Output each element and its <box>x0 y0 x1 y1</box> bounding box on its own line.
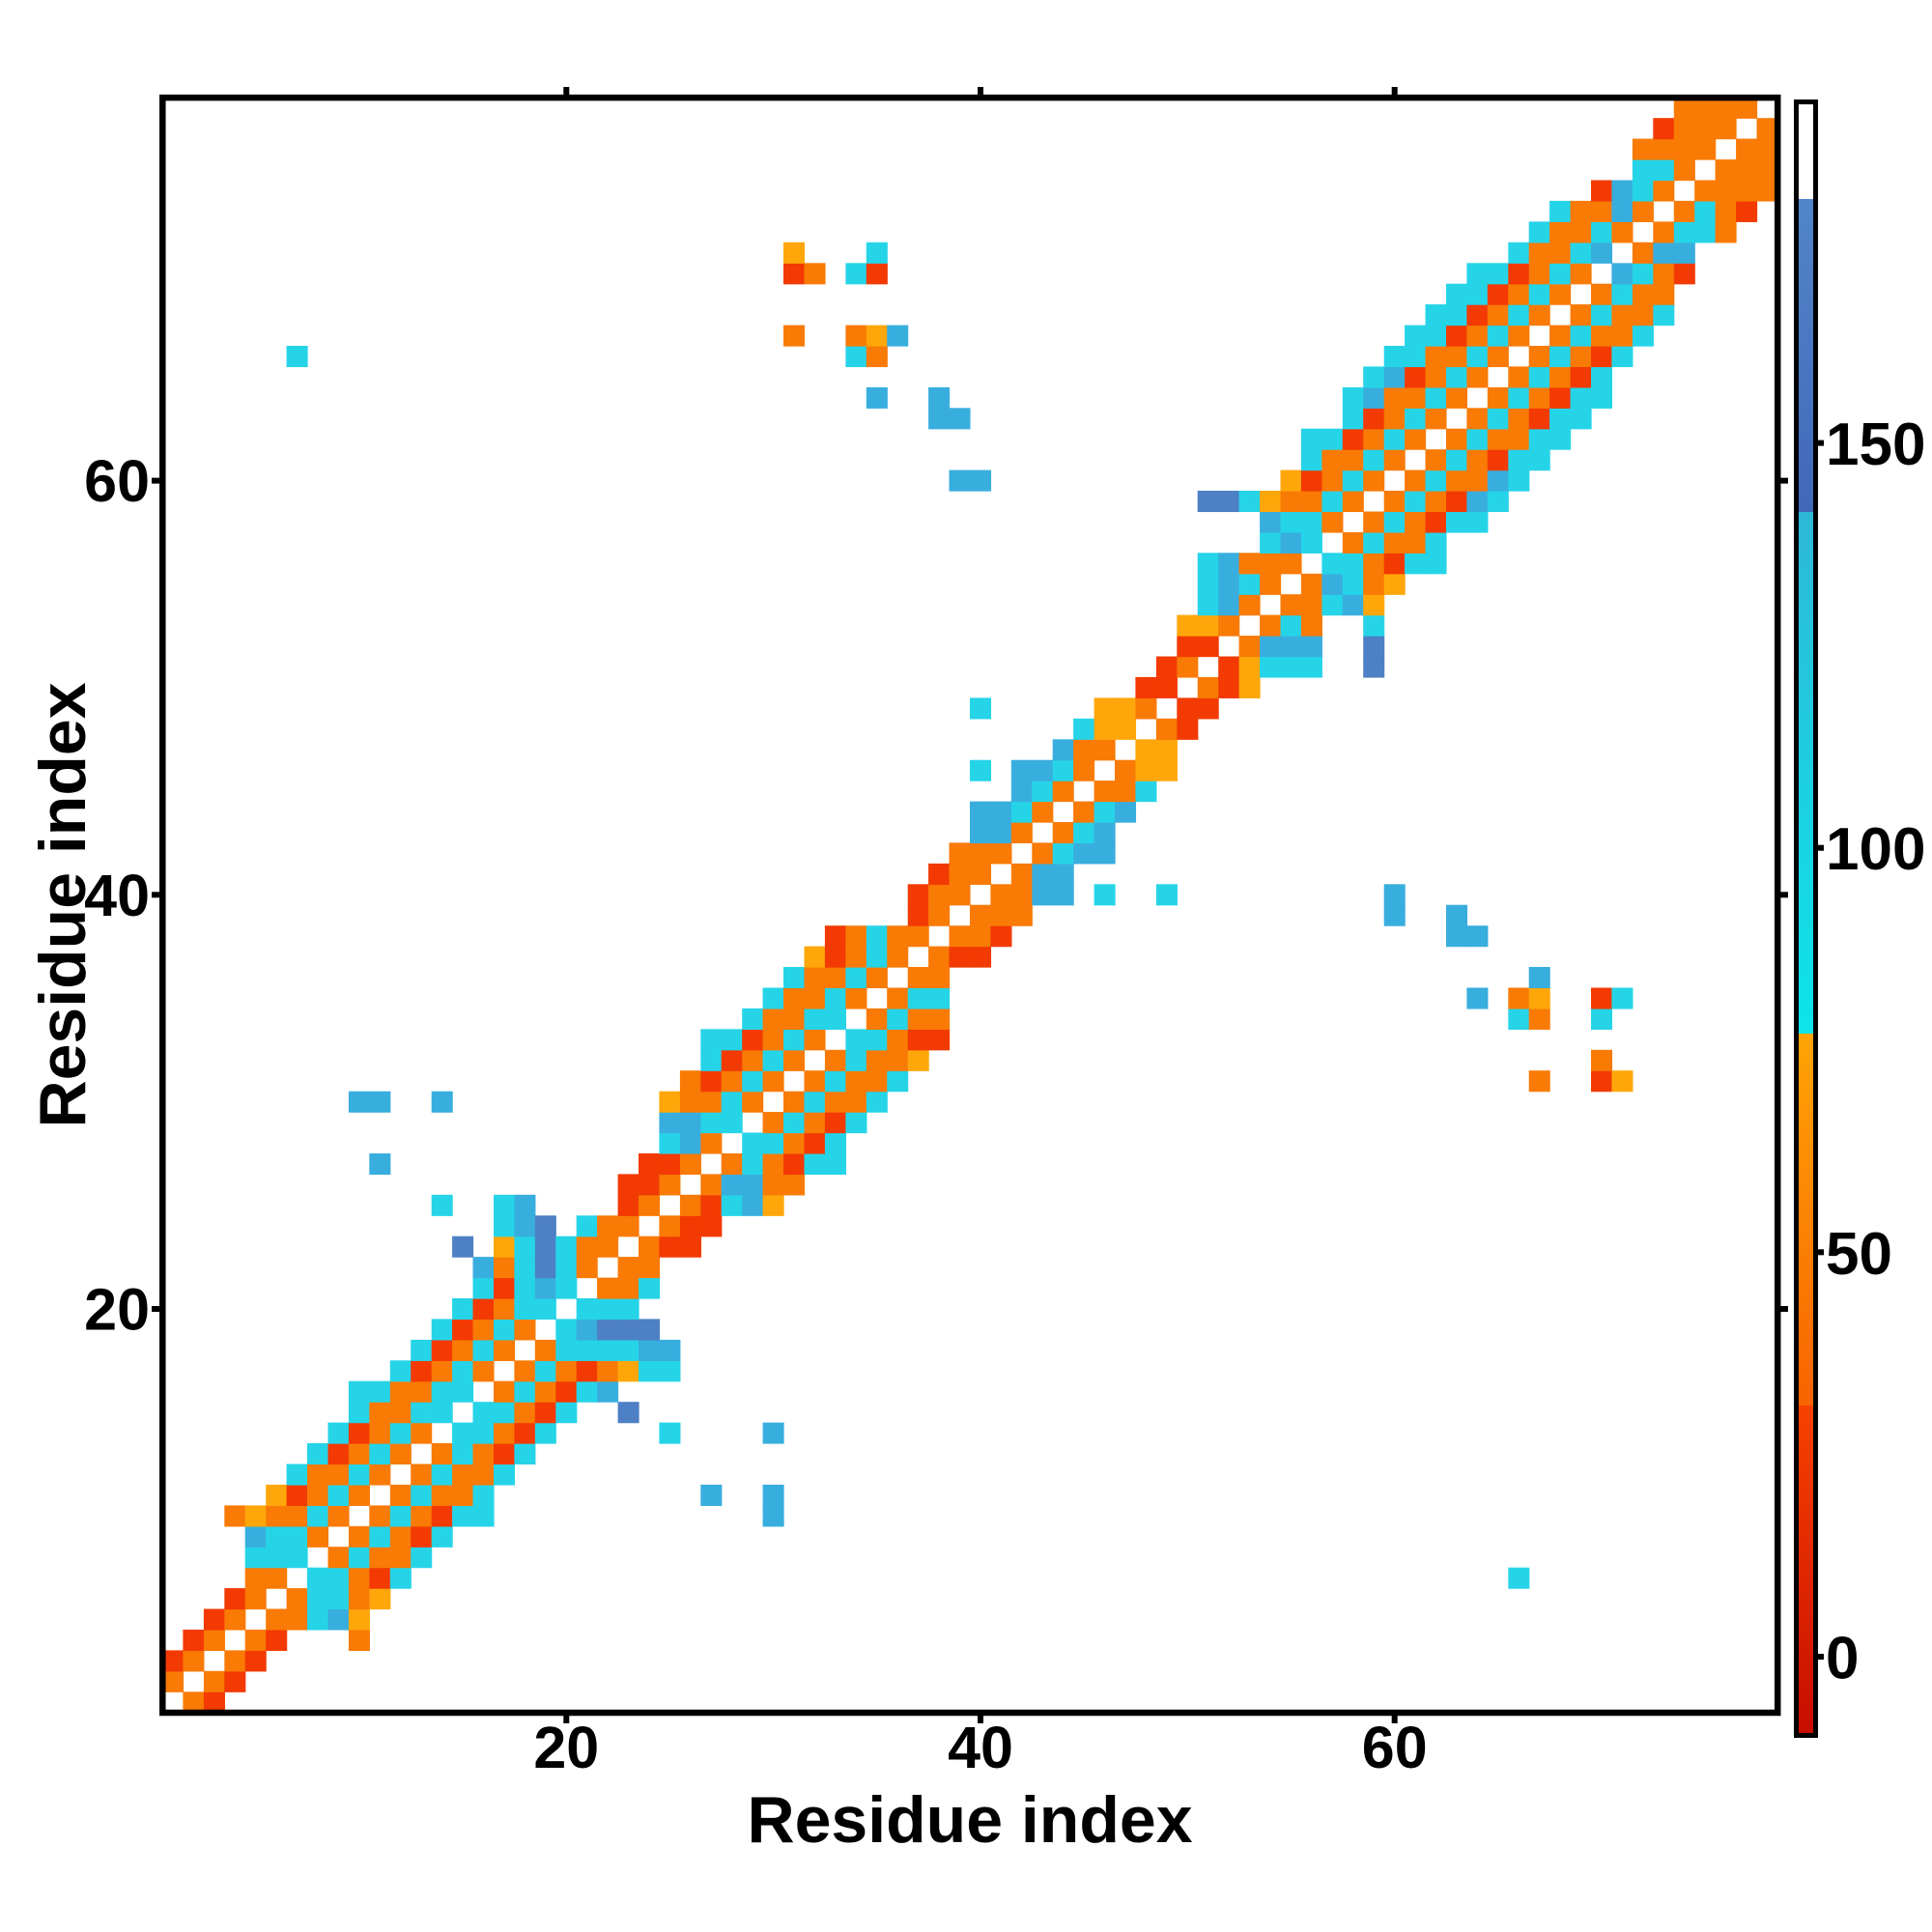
svg-text:20: 20 <box>84 1277 150 1343</box>
svg-text:100: 100 <box>1826 816 1925 883</box>
svg-text:40: 40 <box>948 1715 1013 1780</box>
svg-text:0: 0 <box>1826 1626 1859 1692</box>
svg-text:20: 20 <box>533 1715 599 1780</box>
svg-text:40: 40 <box>84 863 150 928</box>
svg-text:50: 50 <box>1826 1221 1892 1288</box>
svg-text:150: 150 <box>1826 412 1925 478</box>
svg-text:60: 60 <box>84 448 150 514</box>
svg-text:60: 60 <box>1362 1715 1428 1780</box>
svg-text:Residue index: Residue index <box>747 1783 1192 1857</box>
svg-text:Residue index: Residue index <box>26 682 99 1127</box>
